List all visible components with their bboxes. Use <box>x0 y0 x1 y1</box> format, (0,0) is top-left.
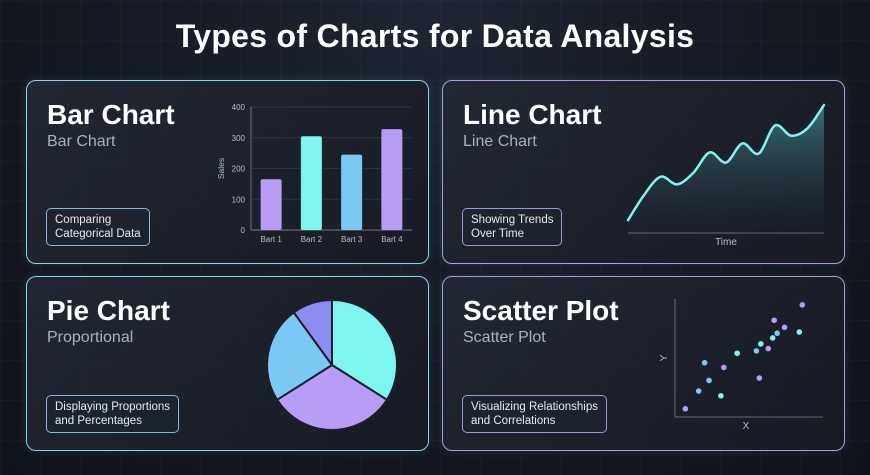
card-subtitle: Proportional <box>47 329 134 346</box>
scatter-point <box>718 392 724 399</box>
tag-line: Displaying Proportions <box>55 401 171 413</box>
scatter-plot-card: Scatter Plot Scatter Plot Visualizing Re… <box>442 276 845 451</box>
pie-slice <box>266 311 333 401</box>
y-axis-label: Y <box>659 354 670 361</box>
y-tick-label: 400 <box>232 103 246 112</box>
scatter-point <box>701 359 708 366</box>
line-chart-card: Line Chart Line Chart Showing Trends Ove… <box>442 80 845 264</box>
scatter-point <box>758 341 764 347</box>
y-tick-label: 100 <box>232 195 246 204</box>
pie-slice <box>276 364 388 431</box>
pie-chart <box>266 299 398 431</box>
use-case-tag: Visualizing Relationships and Correlatio… <box>462 395 607 433</box>
card-subtitle: Line Chart <box>463 133 537 150</box>
tag-line: Over Time <box>471 228 525 240</box>
x-tick-label: Bart 1 <box>260 235 282 244</box>
card-title: Scatter Plot <box>463 295 619 326</box>
use-case-tag: Showing Trends Over Time <box>462 208 563 246</box>
bar <box>260 179 282 230</box>
tag-line: Categorical Data <box>55 228 141 240</box>
card-subtitle: Scatter Plot <box>463 329 546 346</box>
pie-chart-card: Pie Chart Proportional Displaying Propor… <box>26 276 429 451</box>
bar <box>341 154 363 230</box>
bar-chart-card: Bar Chart Bar Chart Comparing Categorica… <box>26 80 429 264</box>
scatter-point <box>706 377 712 384</box>
x-tick-label: Bart 2 <box>301 235 323 244</box>
card-title: Pie Chart <box>47 295 170 326</box>
tag-line: Visualizing Relationships <box>471 401 598 413</box>
scatter-point <box>799 302 806 308</box>
bar <box>381 129 403 230</box>
card-subtitle: Bar Chart <box>47 133 116 150</box>
scatter-plot: XY <box>659 299 823 432</box>
x-axis-label: X <box>743 421 750 432</box>
use-case-tag: Displaying Proportions and Percentages <box>46 395 180 433</box>
scatter-point <box>769 335 776 341</box>
scatter-point <box>753 348 760 354</box>
tag-line: and Correlations <box>471 415 556 427</box>
tag-line: Showing Trends <box>471 214 554 226</box>
scatter-point <box>765 345 772 352</box>
card-title: Bar Chart <box>47 99 175 130</box>
series-line <box>626 103 826 222</box>
card-title: Line Chart <box>463 99 602 130</box>
x-tick-label: Bart 4 <box>381 235 403 244</box>
scatter-point <box>695 388 702 394</box>
scatter-point <box>721 364 727 371</box>
scatter-point <box>756 375 763 381</box>
y-axis-label: Sales <box>216 158 226 179</box>
y-tick-label: 200 <box>232 165 246 174</box>
scatter-point <box>771 317 777 324</box>
scatter-point <box>774 330 780 337</box>
scatter-point <box>781 324 788 331</box>
scatter-point <box>796 329 803 335</box>
area-fill <box>628 105 824 231</box>
line-chart: Time <box>626 103 826 248</box>
x-axis-label: Time <box>715 237 737 248</box>
bar-chart: 0 100 200 300 400 Sales Bart 1 Bart 2 Bart 3 Bart… <box>216 103 412 244</box>
page-title: Types of Charts for Data Analysis <box>175 18 695 54</box>
tag-line: Comparing <box>55 214 112 226</box>
y-tick-label: 300 <box>232 134 246 143</box>
use-case-tag: Comparing Categorical Data <box>46 208 150 246</box>
scatter-point <box>682 405 689 412</box>
x-tick-label: Bart 3 <box>341 235 363 244</box>
bar <box>300 136 322 230</box>
scatter-point <box>734 350 740 357</box>
pie-slice <box>292 299 333 366</box>
tag-line: and Percentages <box>55 415 142 427</box>
y-tick-label: 0 <box>241 226 246 235</box>
